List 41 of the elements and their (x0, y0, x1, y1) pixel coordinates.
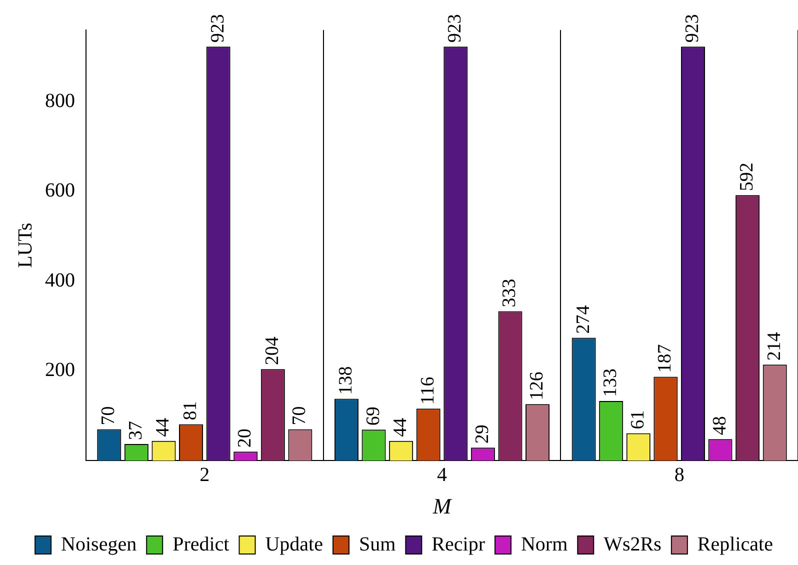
data-label: 37 (125, 421, 146, 440)
data-label: 592 (736, 162, 758, 192)
y-tick-label: 200 (45, 359, 75, 382)
x-tick-label: 8 (674, 464, 684, 486)
x-axis-title: M (432, 494, 453, 519)
data-label: 70 (289, 406, 310, 426)
legend-label: Predict (172, 533, 230, 556)
x-tick-label: 2 (200, 464, 210, 486)
data-label: 69 (362, 406, 384, 426)
data-label: 44 (152, 417, 174, 437)
legend-label: Update (265, 533, 324, 556)
data-label: 44 (390, 417, 412, 437)
data-label: 138 (335, 366, 356, 395)
data-label: 116 (417, 376, 438, 405)
data-label: 126 (526, 372, 548, 400)
data-label: 204 (262, 336, 283, 366)
data-label: 333 (499, 278, 520, 308)
y-tick-label: 600 (45, 180, 75, 202)
y-tick-label: 800 (45, 90, 75, 112)
legend-label: Ws2Rs (604, 533, 662, 556)
data-label: 274 (572, 304, 594, 334)
data-label: 923 (207, 14, 228, 43)
data-label: 187 (654, 344, 676, 373)
legend-label: Sum (358, 533, 396, 556)
data-label: 20 (234, 428, 256, 448)
legend-label: Noisegen (61, 533, 137, 556)
data-label: 81 (180, 401, 202, 420)
legend-label: Norm (520, 533, 568, 556)
data-label: 923 (682, 14, 703, 43)
x-tick-label: 4 (437, 464, 447, 486)
y-tick-label: 400 (45, 269, 75, 292)
data-label: 923 (444, 14, 466, 43)
data-label: 133 (600, 368, 622, 397)
data-label: 70 (98, 406, 120, 426)
data-label: 214 (764, 332, 785, 361)
data-label: 48 (709, 416, 730, 436)
legend-label: Replicate (697, 533, 774, 556)
legend-label: Recipr (432, 533, 486, 556)
y-axis-title: LUTs (14, 222, 36, 268)
data-label: 29 (472, 424, 493, 444)
data-label: 61 (627, 410, 648, 430)
